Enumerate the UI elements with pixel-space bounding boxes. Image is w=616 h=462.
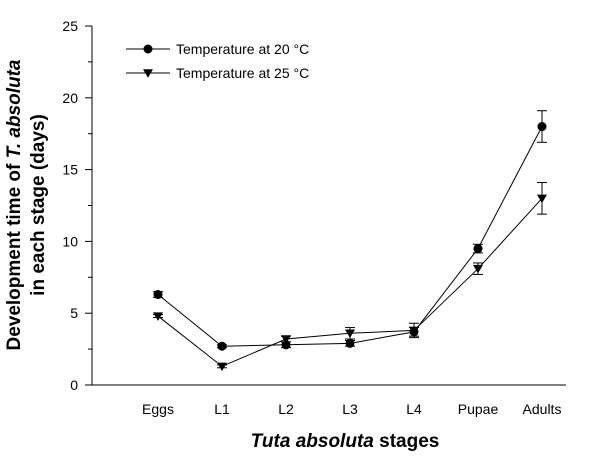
chart-legend: Temperature at 20 °C Temperature at 25 °C [126, 41, 309, 81]
data-point [345, 338, 355, 348]
x-tick-label: L1 [214, 401, 230, 417]
chart-series [153, 110, 547, 372]
y-axis-title: Development time of T. absolutain each s… [4, 59, 49, 350]
series-2 [153, 182, 547, 372]
data-point [153, 290, 163, 300]
data-point [217, 341, 227, 351]
x-tick-label: L2 [278, 401, 294, 417]
x-tick-label: L3 [342, 401, 358, 417]
legend-item: Temperature at 20 °C [126, 41, 309, 57]
data-point [217, 362, 227, 372]
data-point [281, 335, 291, 344]
x-tick-label: Eggs [142, 401, 174, 417]
y-tick-label: 25 [62, 18, 78, 34]
data-point [537, 194, 547, 204]
data-point [143, 69, 153, 78]
data-point [345, 329, 355, 339]
data-point [153, 312, 163, 321]
x-tick-label: Pupae [458, 401, 499, 417]
x-tick-label: L4 [406, 401, 422, 417]
data-point [537, 122, 547, 132]
series-line [157, 126, 543, 347]
y-tick-label: 0 [70, 377, 78, 393]
x-tick-label: Adults [523, 401, 562, 417]
data-point [473, 264, 483, 274]
data-point [281, 340, 291, 350]
data-point [409, 326, 419, 336]
y-tick-label: 20 [62, 90, 78, 106]
y-tick-label: 10 [62, 233, 78, 249]
data-point [473, 244, 483, 254]
chart-axes: 0 5 10 15 20 25 Eggs L1 L2 L3 L4 Pupae Adults [62, 18, 566, 417]
legend-label: Temperature at 25 °C [176, 65, 309, 81]
legend-item: Temperature at 25 °C [126, 65, 309, 81]
data-point [143, 44, 153, 54]
legend-label: Temperature at 20 °C [176, 41, 309, 57]
y-tick-label: 15 [62, 162, 78, 178]
series-1 [153, 110, 547, 351]
x-axis-title: Tuta absoluta stages [251, 431, 440, 452]
y-tick-label: 5 [70, 305, 78, 321]
